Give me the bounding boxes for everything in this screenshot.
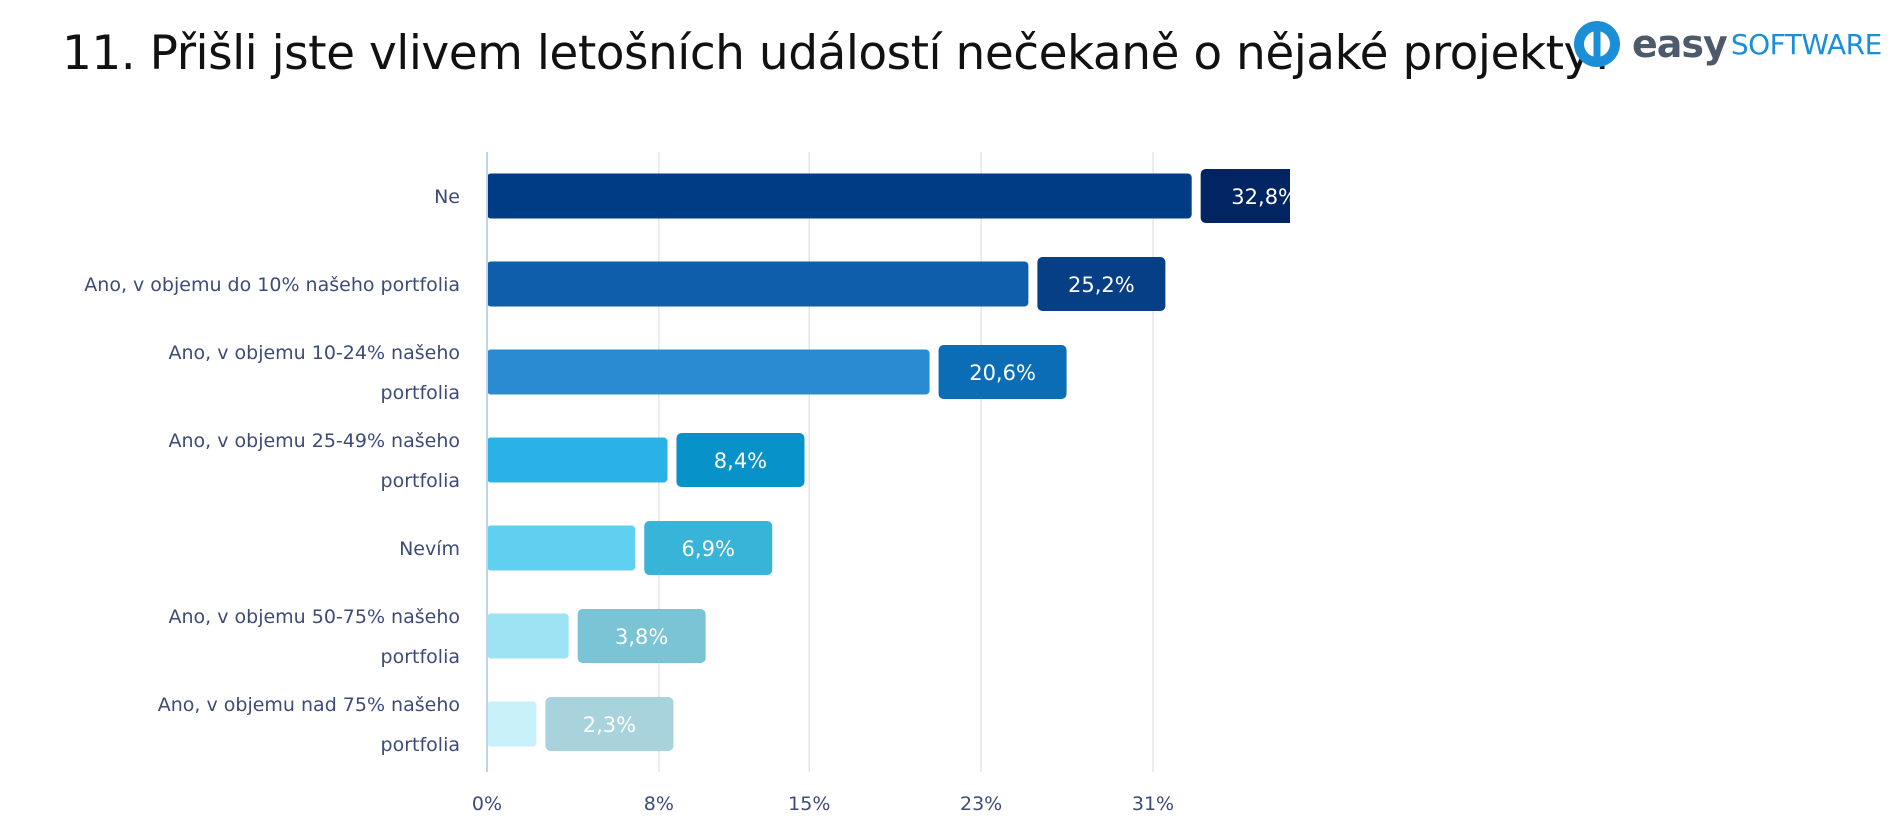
value-badge xyxy=(938,345,1067,399)
category-label: Ano, v objemu 50-75% našeho xyxy=(168,606,460,628)
data-label: 3,8% xyxy=(615,625,668,649)
bar-chart: 32,8% 25,2% 20,6% 8,4% 6,9% 3,8% 2,3% Ne Ano, v… xyxy=(84,152,1298,815)
category-labels: Ne Ano, v objemu do 10% našeho portfolia A… xyxy=(84,186,460,756)
category-label: portfolia xyxy=(381,734,460,756)
category-label: Ano, v objemu do 10% našeho portfolia xyxy=(84,274,460,296)
x-tick-label: 23% xyxy=(960,793,1002,815)
bar xyxy=(487,701,537,747)
data-label: 8,4% xyxy=(714,449,767,473)
bar xyxy=(487,437,668,483)
value-badge xyxy=(676,433,805,487)
logo-word: easy xyxy=(1632,22,1728,66)
value-badge xyxy=(644,521,773,575)
category-label: Ne xyxy=(434,186,460,208)
x-tick-label: 31% xyxy=(1132,793,1174,815)
bar xyxy=(487,525,636,571)
category-label: portfolia xyxy=(381,382,460,404)
category-label: Ano, v objemu 25-49% našeho xyxy=(168,430,460,452)
x-axis-ticks: 0% 8% 15% 23% 31% xyxy=(472,793,1174,815)
x-tick-label: 0% xyxy=(472,793,502,815)
category-label: Nevím xyxy=(399,538,460,560)
value-badge xyxy=(1037,257,1166,311)
logo-mark-icon xyxy=(1574,21,1620,67)
data-label: 20,6% xyxy=(969,361,1036,385)
value-badge xyxy=(577,609,706,663)
value-badge xyxy=(545,697,674,751)
page-title: 11. Přišli jste vlivem letošních událost… xyxy=(62,26,1616,81)
category-label: portfolia xyxy=(381,470,460,492)
easy-software-logo: easy SOFTWARE xyxy=(1572,18,1882,70)
data-label: 25,2% xyxy=(1068,273,1135,297)
bar xyxy=(487,349,930,395)
category-label: portfolia xyxy=(381,646,460,668)
category-label: Ano, v objemu 10-24% našeho xyxy=(168,342,460,364)
bars: 32,8% 25,2% 20,6% 8,4% 6,9% 3,8% 2,3% xyxy=(487,169,1298,751)
logo-suffix: SOFTWARE xyxy=(1730,27,1882,61)
data-label: 2,3% xyxy=(583,713,636,737)
bar xyxy=(487,173,1192,219)
x-tick-label: 15% xyxy=(788,793,830,815)
data-label: 32,8% xyxy=(1231,185,1298,209)
data-label: 6,9% xyxy=(682,537,735,561)
value-badge xyxy=(1200,169,1290,223)
x-tick-label: 8% xyxy=(644,793,674,815)
category-label: Ano, v objemu nad 75% našeho xyxy=(158,694,460,716)
bar xyxy=(487,613,569,659)
bar xyxy=(487,261,1029,307)
